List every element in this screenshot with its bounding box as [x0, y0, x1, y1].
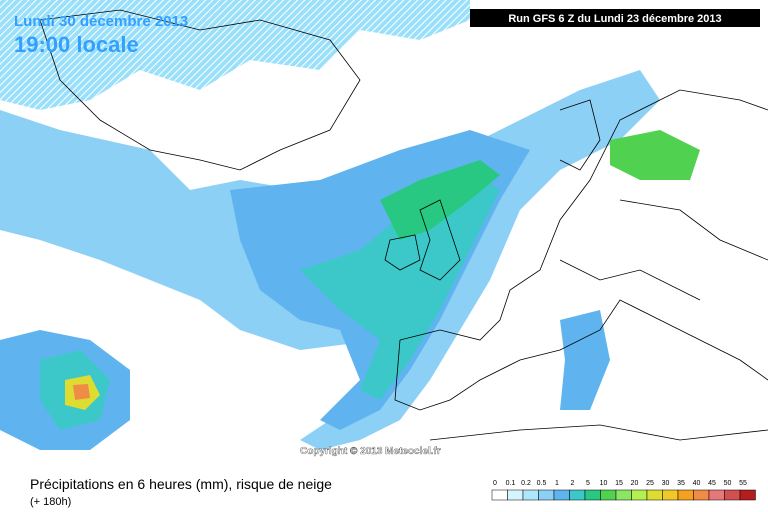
legend-swatch — [507, 489, 524, 501]
legend-label: 45 — [708, 480, 716, 487]
legend-swatch — [491, 489, 508, 501]
legend-swatch — [600, 489, 617, 501]
legend-label: 5 — [586, 480, 590, 487]
legend-label: 0.1 — [506, 480, 516, 487]
copyright: Copyright © 2013 Meteociel.fr — [300, 446, 441, 457]
legend-label: 0.5 — [537, 480, 547, 487]
legend-label: 20 — [631, 480, 639, 487]
legend-label: 0.2 — [521, 480, 531, 487]
legend-swatch — [708, 489, 725, 501]
legend-swatch — [724, 489, 741, 501]
legend-label: 25 — [646, 480, 654, 487]
run-label: Run GFS 6 Z du Lundi 23 décembre 2013 — [508, 13, 721, 25]
legend-swatch — [522, 489, 539, 501]
legend-swatch — [553, 489, 570, 501]
legend: 0 0.1 0.2 0.5 1 2 5 10 15 20 25 30 35 40 45 50 55 — [491, 480, 756, 501]
legend-swatch — [538, 489, 555, 501]
legend-swatch — [677, 489, 694, 501]
footer-title: Précipitations en 6 heures (mm), risque … — [30, 476, 332, 492]
legend-label: 40 — [693, 480, 701, 487]
legend-label: 1 — [555, 480, 559, 487]
legend-swatch — [739, 489, 756, 501]
time-label: 19:00 locale — [14, 32, 139, 57]
run-box — [470, 9, 760, 27]
date-label: Lundi 30 décembre 2013 — [14, 13, 188, 30]
legend-label: 15 — [615, 480, 623, 487]
legend-label: 35 — [677, 480, 685, 487]
legend-swatch — [569, 489, 586, 501]
legend-label: 55 — [739, 480, 747, 487]
legend-swatch — [631, 489, 648, 501]
legend-swatch — [615, 489, 632, 501]
legend-swatch — [693, 489, 710, 501]
legend-label: 50 — [724, 480, 732, 487]
legend-label: 30 — [662, 480, 670, 487]
footer-lead: (+ 180h) — [30, 496, 71, 508]
legend-swatch — [584, 489, 601, 501]
coastlines — [39, 9, 768, 441]
legend-label: 0 — [493, 480, 497, 487]
legend-swatch — [646, 489, 663, 501]
precipitation — [0, 0, 700, 450]
legend-label: 2 — [571, 480, 575, 487]
legend-swatch — [662, 489, 679, 501]
legend-label: 10 — [600, 480, 608, 487]
